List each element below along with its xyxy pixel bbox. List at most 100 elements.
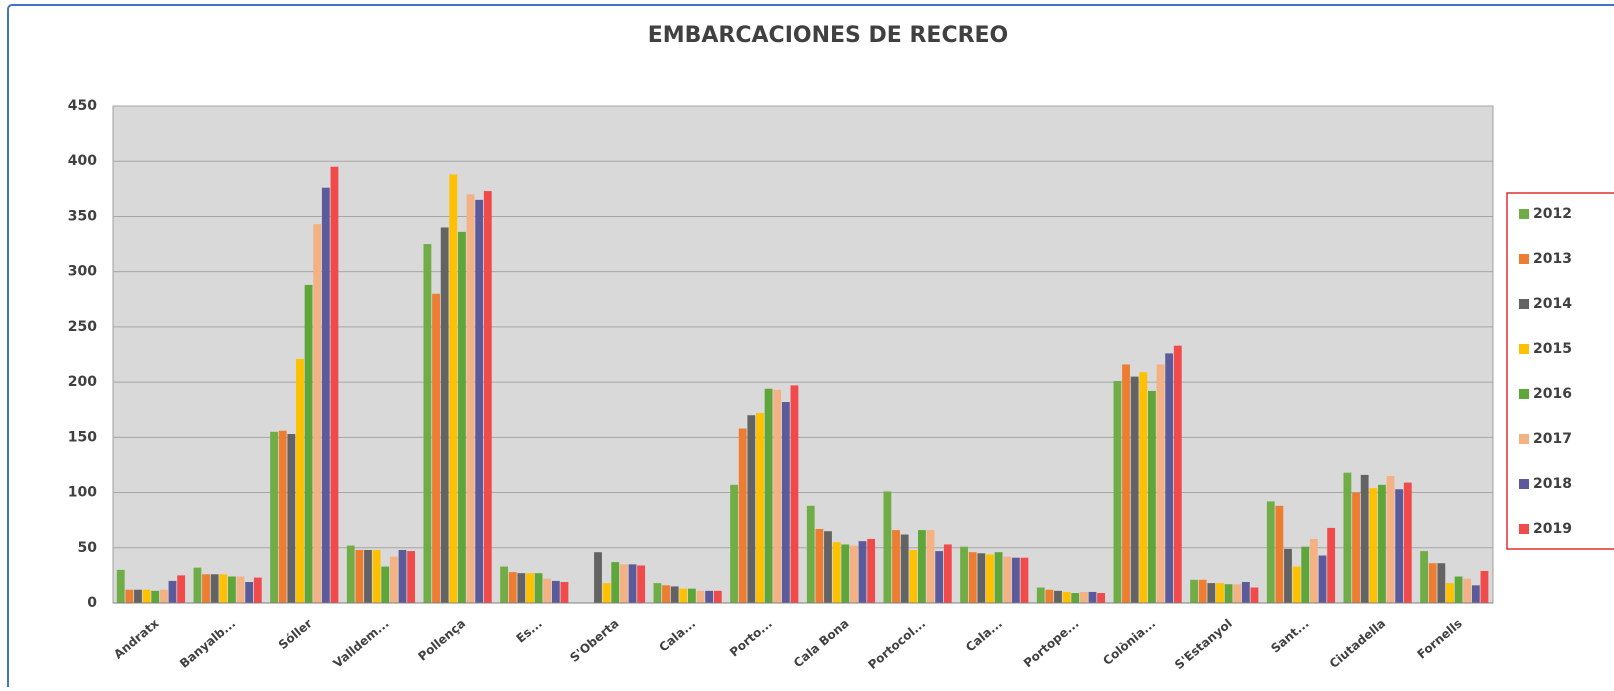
bar (1403, 482, 1412, 603)
bar (432, 293, 440, 603)
legend-label: 2012 (1533, 206, 1572, 222)
bar (594, 552, 602, 603)
bar (900, 534, 909, 603)
bar (278, 430, 287, 603)
bar (679, 588, 688, 603)
bar (832, 542, 841, 603)
bar (142, 589, 151, 603)
bar (1139, 372, 1148, 603)
bar (773, 389, 782, 603)
legend-label: 2015 (1533, 341, 1572, 357)
bar (1020, 557, 1029, 603)
bar (458, 231, 466, 603)
bar (125, 589, 134, 603)
bar (398, 549, 407, 603)
bar (883, 491, 892, 603)
bar (1369, 488, 1378, 603)
bar (738, 428, 747, 603)
bar (688, 588, 696, 603)
legend-swatch (1519, 524, 1529, 534)
bar (381, 566, 390, 603)
bar (1327, 527, 1336, 603)
y-tick-label: 450 (68, 98, 97, 114)
bar (602, 583, 611, 603)
bar (1301, 546, 1310, 603)
bar (1360, 474, 1369, 603)
bar (1480, 570, 1489, 603)
legend-swatch (1519, 479, 1529, 489)
bar (1003, 556, 1012, 603)
bar (1198, 579, 1207, 603)
legend-swatch (1519, 254, 1529, 264)
bar (1343, 472, 1352, 603)
bar (355, 549, 364, 603)
bar (849, 545, 858, 603)
bar (389, 556, 398, 603)
bar (1173, 345, 1182, 603)
bar (1113, 381, 1122, 603)
bar (1045, 589, 1054, 603)
bar (466, 194, 475, 603)
bar (407, 551, 416, 603)
bar (1471, 585, 1480, 603)
bar (159, 589, 168, 603)
bar (1165, 353, 1174, 603)
bar (177, 575, 186, 603)
bar (193, 567, 202, 603)
bar (790, 385, 799, 603)
bar (1446, 583, 1454, 603)
legend-label: 2013 (1533, 251, 1572, 267)
chart-title: EMBARCACIONES DE RECREO (648, 23, 1009, 48)
bar (747, 415, 756, 603)
bar (713, 590, 722, 603)
y-tick-label: 200 (68, 374, 97, 390)
bar (764, 388, 773, 603)
bar (611, 562, 620, 603)
bar (815, 529, 824, 603)
bar (1318, 555, 1327, 603)
bar (1216, 583, 1224, 603)
bar (806, 505, 815, 603)
bar (1088, 591, 1097, 603)
bar (1224, 584, 1233, 603)
bar (619, 564, 628, 603)
bar (935, 551, 944, 603)
legend-label: 2014 (1533, 296, 1572, 312)
bar (1054, 590, 1062, 603)
bar (526, 573, 534, 603)
bar (219, 574, 228, 603)
bar (1011, 557, 1020, 603)
bar (858, 541, 867, 603)
y-tick-label: 100 (68, 485, 97, 501)
bar (867, 538, 876, 603)
legend-swatch (1519, 299, 1529, 309)
bar (168, 580, 177, 603)
bar (1233, 584, 1242, 603)
bar (1148, 390, 1156, 603)
bar (909, 549, 918, 603)
bar (449, 174, 458, 603)
legend-swatch (1519, 344, 1529, 354)
bar (696, 590, 705, 603)
bar (841, 544, 850, 603)
bar (287, 434, 296, 603)
bar (1275, 505, 1284, 603)
bar (483, 191, 492, 603)
bar (1156, 364, 1165, 603)
bar (228, 576, 236, 603)
bar (134, 589, 142, 603)
bar (330, 166, 339, 603)
bar (1266, 501, 1275, 603)
bar (1309, 538, 1318, 603)
bar (116, 569, 125, 603)
legend-label: 2018 (1533, 476, 1572, 492)
bar (1062, 591, 1071, 603)
bar (304, 284, 313, 603)
bar (440, 227, 449, 603)
bar (270, 431, 278, 603)
bar (151, 590, 160, 603)
bar (628, 564, 637, 603)
bar (1130, 376, 1139, 603)
y-tick-label: 150 (68, 429, 97, 445)
